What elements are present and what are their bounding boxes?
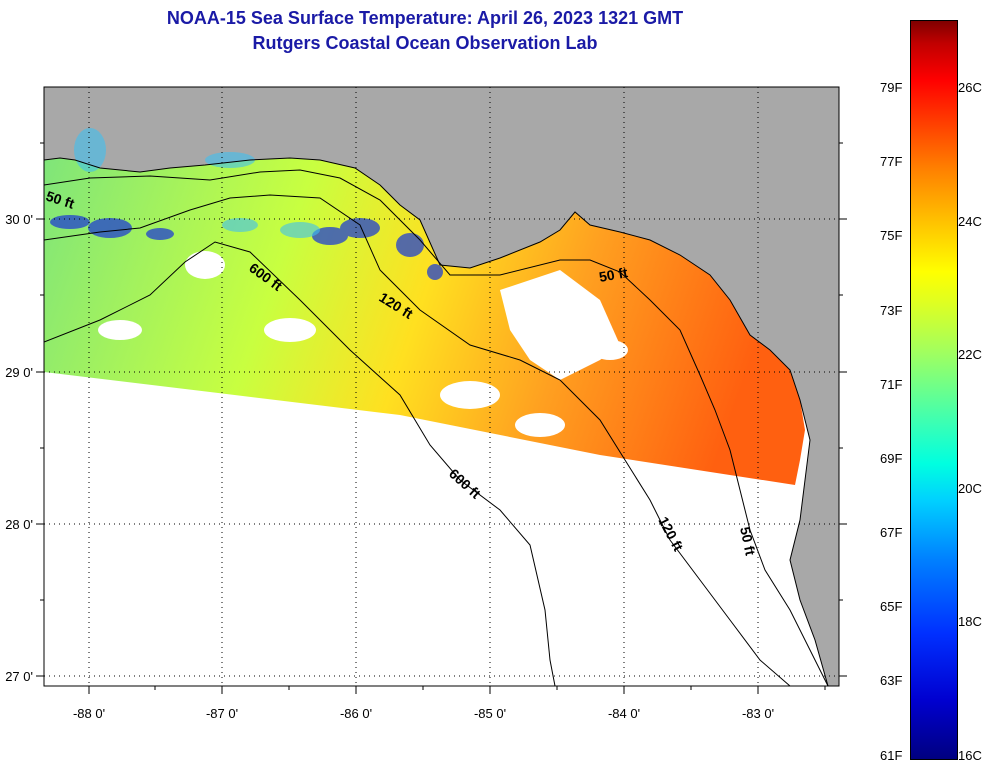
colorbar-f-label: 79F xyxy=(880,80,903,95)
lat-label: 29 0' xyxy=(5,365,33,380)
cool-water-patches xyxy=(74,128,320,238)
colorbar-c-label: 18C xyxy=(958,614,982,629)
contour-50ft xyxy=(44,169,829,686)
coastline xyxy=(44,157,829,686)
lon-label: -87 0' xyxy=(206,706,238,721)
temperature-colorbar xyxy=(910,20,958,760)
land-area xyxy=(44,87,839,686)
sst-data-swath xyxy=(44,158,805,485)
colorbar-f-label: 65F xyxy=(880,599,903,614)
contour-label-50ft-east: 50 ft xyxy=(598,264,629,285)
colorbar-f-label: 61F xyxy=(880,748,903,763)
contour-label-50ft-south: 50 ft xyxy=(737,525,759,557)
lon-label: -84 0' xyxy=(608,706,640,721)
cloud-gaps xyxy=(98,251,628,437)
colorbar-c-label: 20C xyxy=(958,481,982,496)
contour-120ft xyxy=(44,194,791,686)
colorbar-f-label: 63F xyxy=(880,673,903,688)
map-title: NOAA-15 Sea Surface Temperature: April 2… xyxy=(166,8,684,28)
lon-label: -85 0' xyxy=(474,706,506,721)
colorbar-f-label: 67F xyxy=(880,525,903,540)
colorbar-c-label: 24C xyxy=(958,214,982,229)
colorbar-c-label: 22C xyxy=(958,347,982,362)
colorbar-f-label: 75F xyxy=(880,228,903,243)
colorbar-f-label: 69F xyxy=(880,451,903,466)
map-subtitle: Rutgers Coastal Ocean Observation Lab xyxy=(252,33,598,53)
lon-label: -83 0' xyxy=(742,706,774,721)
lon-label: -86 0' xyxy=(340,706,372,721)
axis-ticks xyxy=(36,142,847,694)
lon-label: -88 0' xyxy=(73,706,105,721)
colorbar-c-label: 26C xyxy=(958,80,982,95)
colorbar-c-label: 16C xyxy=(958,748,982,763)
colorbar-f-label: 71F xyxy=(880,377,903,392)
lat-label: 30 0' xyxy=(5,212,33,227)
map-border xyxy=(43,86,840,687)
lat-label: 28 0' xyxy=(5,517,33,532)
colorbar-f-label: 77F xyxy=(880,154,903,169)
lat-label: 27 0' xyxy=(5,669,33,684)
colorbar-f-label: 73F xyxy=(880,303,903,318)
